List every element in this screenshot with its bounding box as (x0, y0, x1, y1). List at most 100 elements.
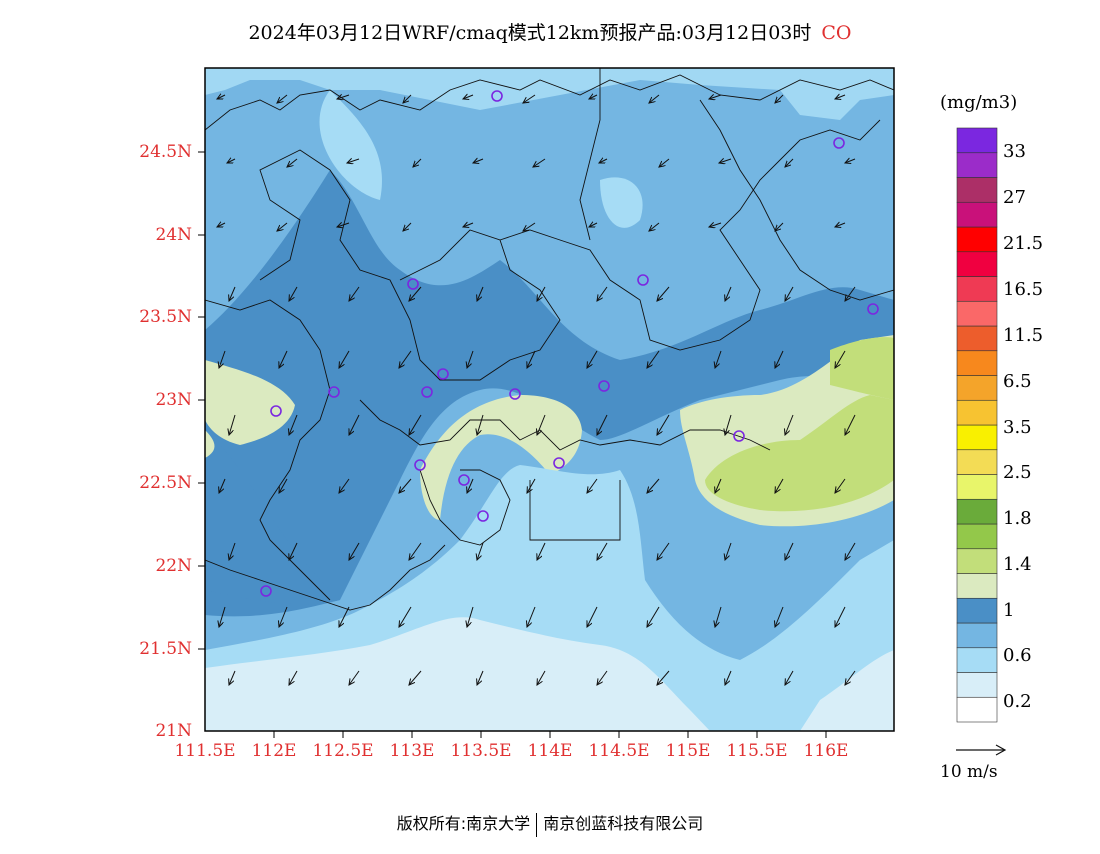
wind-arrow (467, 606, 474, 627)
species-label: CO (821, 22, 852, 44)
wind-arrow (845, 670, 856, 685)
wind-arrow (527, 350, 536, 368)
wind-arrow (537, 286, 546, 301)
colorbar-swatch (956, 201, 998, 228)
lat-label: 23.5N (139, 307, 192, 327)
wind-arrow (533, 158, 546, 167)
wind-arrow (403, 94, 412, 103)
lat-label: 21.5N (139, 639, 192, 659)
copyright-company: 南京创蓝科技有限公司 (543, 814, 704, 833)
colorbar-label: 33 (1003, 141, 1026, 162)
wind-arrow (467, 478, 474, 493)
wind-arrow (523, 222, 536, 231)
colorbar-label: 16.5 (1003, 279, 1044, 300)
colorbar-swatch (956, 177, 998, 203)
lon-label: 114E (527, 741, 573, 761)
colorbar (956, 127, 998, 723)
wind-arrow (279, 350, 288, 368)
wind-arrow (589, 95, 598, 99)
wind-arrow (649, 94, 660, 103)
wind-arrow (587, 350, 598, 368)
wind-arrow (835, 223, 846, 227)
wind-arrow (785, 414, 794, 435)
lon-label: 115E (665, 741, 711, 761)
wind-arrow (597, 542, 608, 560)
admin-boundaries (205, 68, 894, 611)
lat-label: 23N (155, 390, 192, 410)
lon-label: 111.5E (174, 741, 236, 761)
wind-arrow (775, 350, 784, 368)
wind-reference-label: 10 m/s (940, 762, 998, 782)
map-title: 2024年03月12日WRF/cmaq模式12km预报产品:03月12日03时 C… (0, 18, 1100, 45)
wind-arrow (785, 670, 794, 685)
wind-arrow (229, 414, 236, 435)
wind-arrow (229, 670, 236, 685)
concentration-field (205, 68, 894, 731)
wind-arrow (227, 159, 236, 163)
wind-arrow (589, 223, 598, 227)
wind-arrow (399, 350, 412, 368)
wind-arrow (647, 350, 660, 368)
station-marker (328, 386, 340, 398)
wind-arrow (709, 95, 722, 99)
wind-arrow (409, 542, 422, 560)
wind-arrow (835, 606, 846, 627)
colorbar-swatch (956, 399, 998, 426)
wind-arrow (599, 159, 608, 163)
wind-arrow (785, 158, 794, 167)
colorbar-swatch (956, 672, 998, 698)
colorbar-swatch (956, 350, 998, 376)
wind-arrow (657, 670, 670, 685)
station-marker (733, 430, 745, 442)
wind-arrow (597, 414, 608, 435)
wind-arrow (587, 478, 598, 493)
wind-arrow (785, 542, 794, 560)
wind-arrow (219, 478, 226, 493)
colorbar-swatch (956, 647, 998, 673)
colorbar-swatch (956, 597, 998, 624)
colorbar-label: 11.5 (1003, 325, 1044, 346)
colorbar-swatch (956, 325, 998, 352)
wind-arrow (725, 414, 732, 435)
station-marker (491, 90, 503, 102)
station-marker (598, 380, 610, 392)
wind-arrow (289, 414, 298, 435)
wind-arrow (477, 670, 484, 685)
station-marker (414, 459, 426, 471)
copyright-owner: 版权所有:南京大学 (396, 814, 531, 833)
wind-arrow (775, 478, 784, 493)
wind-arrow (523, 94, 536, 103)
lat-label: 24.5N (139, 142, 192, 162)
wind-arrow (337, 95, 350, 99)
wind-arrow (219, 350, 226, 368)
wind-arrow (217, 95, 226, 99)
wind-arrow (657, 286, 670, 301)
station-marker (509, 388, 521, 400)
colorbar-unit: (mg/m3) (940, 92, 1018, 113)
wind-arrow (337, 223, 350, 227)
wind-arrow (277, 222, 288, 231)
wind-arrow (349, 286, 360, 301)
wind-arrow (527, 478, 536, 493)
colorbar-label: 0.6 (1003, 645, 1032, 666)
colorbar-swatch (956, 127, 998, 154)
wind-arrow (289, 286, 298, 301)
lon-label: 112E (251, 741, 297, 761)
colorbar-label: 1 (1003, 600, 1015, 621)
wind-arrow (339, 478, 350, 493)
wind-arrow (587, 606, 598, 627)
wind-arrow (467, 350, 474, 368)
wind-arrow (217, 223, 226, 227)
wind-arrow (715, 350, 722, 368)
wind-arrow (477, 414, 484, 435)
wind-arrow (537, 542, 546, 560)
wind-arrow (835, 95, 846, 99)
wind-arrow (477, 286, 484, 301)
wind-arrow (399, 606, 412, 627)
colorbar-swatch (956, 300, 998, 327)
lon-label: 116E (803, 741, 849, 761)
wind-arrow (463, 95, 474, 99)
colorbar-label: 0.2 (1003, 691, 1032, 712)
